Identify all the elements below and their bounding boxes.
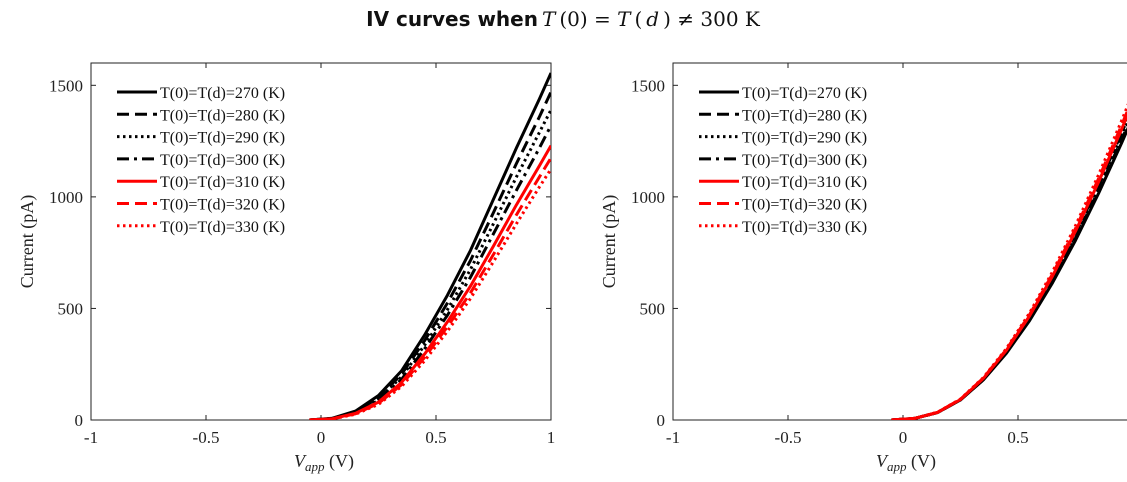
series-line-4 xyxy=(309,124,551,420)
right-chart: -1 -0.5 0 0.5 0 500 1000 1500 Vapp (V) Current (p… xyxy=(599,62,1127,474)
legend-label-7: T(0)=T(d)=330 (K) xyxy=(742,219,867,236)
series-line-5 xyxy=(309,144,551,420)
legend-label-7: T(0)=T(d)=330 (K) xyxy=(160,219,285,236)
legend-label-6: T(0)=T(d)=320 (K) xyxy=(742,197,867,214)
x-axis-label-sub: app xyxy=(305,459,325,474)
legend-label-2: T(0)=T(d)=280 (K) xyxy=(742,107,867,124)
x-axis-label-var: V xyxy=(876,451,889,471)
legend-label-6: T(0)=T(d)=320 (K) xyxy=(160,197,285,214)
series-line-5 xyxy=(891,112,1127,420)
legend-label-2: T(0)=T(d)=280 (K) xyxy=(160,107,285,124)
y-tick-label: 1000 xyxy=(631,188,665,207)
legend-label-5: T(0)=T(d)=310 (K) xyxy=(742,174,867,191)
y-tick-label: 500 xyxy=(58,299,84,318)
series-line-6 xyxy=(891,108,1127,420)
legend-label-1: T(0)=T(d)=270 (K) xyxy=(160,85,285,102)
x-axis-label: Vapp (V) xyxy=(294,451,354,474)
figure-title-math-neq: ) ≠ 300 K xyxy=(663,7,761,31)
series-line-7 xyxy=(891,103,1127,420)
x-tick-label: -0.5 xyxy=(775,428,802,447)
legend-label-4: T(0)=T(d)=300 (K) xyxy=(160,152,285,169)
y-tick-label: 0 xyxy=(657,411,666,430)
figure-title-math-paren: ( xyxy=(634,7,642,31)
x-tick-label: 0 xyxy=(317,428,326,447)
figure-title-math-t0: T xyxy=(542,7,557,31)
series-line-2 xyxy=(309,91,551,420)
y-tick-label: 0 xyxy=(75,411,84,430)
y-tick-label: 500 xyxy=(640,299,666,318)
figure-title: IV curves when T (0) = T ( d ) ≠ 300 K xyxy=(366,7,761,31)
x-tick-label: -1 xyxy=(84,428,98,447)
x-axis-label-unit: (V) xyxy=(325,451,355,472)
legend-label-5: T(0)=T(d)=310 (K) xyxy=(160,174,285,191)
legend-label-4: T(0)=T(d)=300 (K) xyxy=(742,152,867,169)
svg-text:IV curves when T: IV curves when T (0) = T ( d ) ≠ 300 K xyxy=(366,7,761,31)
y-axis-label: Current (pA) xyxy=(17,195,38,288)
x-tick-label: 0 xyxy=(899,428,908,447)
y-tick-label: 1000 xyxy=(49,188,83,207)
series-line-1 xyxy=(891,126,1127,420)
left-chart: -1 -0.5 0 0.5 1 0 500 1000 1500 Vapp (V) Current (… xyxy=(17,62,556,474)
figure-title-math-eq: (0) = xyxy=(559,7,617,31)
y-tick-label: 1500 xyxy=(631,76,665,95)
figure-title-bold: IV curves when xyxy=(366,7,538,31)
x-tick-label: 1 xyxy=(547,428,556,447)
x-axis-label: Vapp (V) xyxy=(876,451,936,474)
x-axis-label-unit: (V) xyxy=(907,451,937,472)
x-tick-label: 0.5 xyxy=(1007,428,1028,447)
series-line-1 xyxy=(309,72,551,420)
x-axis-label-var: V xyxy=(294,451,307,471)
series-group xyxy=(309,72,551,420)
x-tick-label: 0.5 xyxy=(425,428,446,447)
x-tick-label: -0.5 xyxy=(193,428,220,447)
series-group xyxy=(891,103,1127,420)
figure-title-math-t1: T xyxy=(617,7,632,31)
series-line-6 xyxy=(309,157,551,420)
series-line-4 xyxy=(891,116,1127,420)
series-line-2 xyxy=(891,123,1127,420)
legend-label-3: T(0)=T(d)=290 (K) xyxy=(160,130,285,147)
y-axis-label: Current (pA) xyxy=(599,195,620,288)
legend: T(0)=T(d)=270 (K) T(0)=T(d)=280 (K) T(0)=T… xyxy=(699,85,867,236)
figure-title-math-d: d xyxy=(646,7,659,31)
series-line-3 xyxy=(891,119,1127,420)
legend-label-1: T(0)=T(d)=270 (K) xyxy=(742,85,867,102)
x-axis-label-sub: app xyxy=(887,459,907,474)
legend: T(0)=T(d)=270 (K) T(0)=T(d)=280 (K) T(0)=T… xyxy=(117,85,285,236)
legend-label-3: T(0)=T(d)=290 (K) xyxy=(742,130,867,147)
series-line-7 xyxy=(309,168,551,420)
y-tick-label: 1500 xyxy=(49,76,83,95)
x-tick-label: -1 xyxy=(666,428,680,447)
series-line-3 xyxy=(309,109,551,420)
